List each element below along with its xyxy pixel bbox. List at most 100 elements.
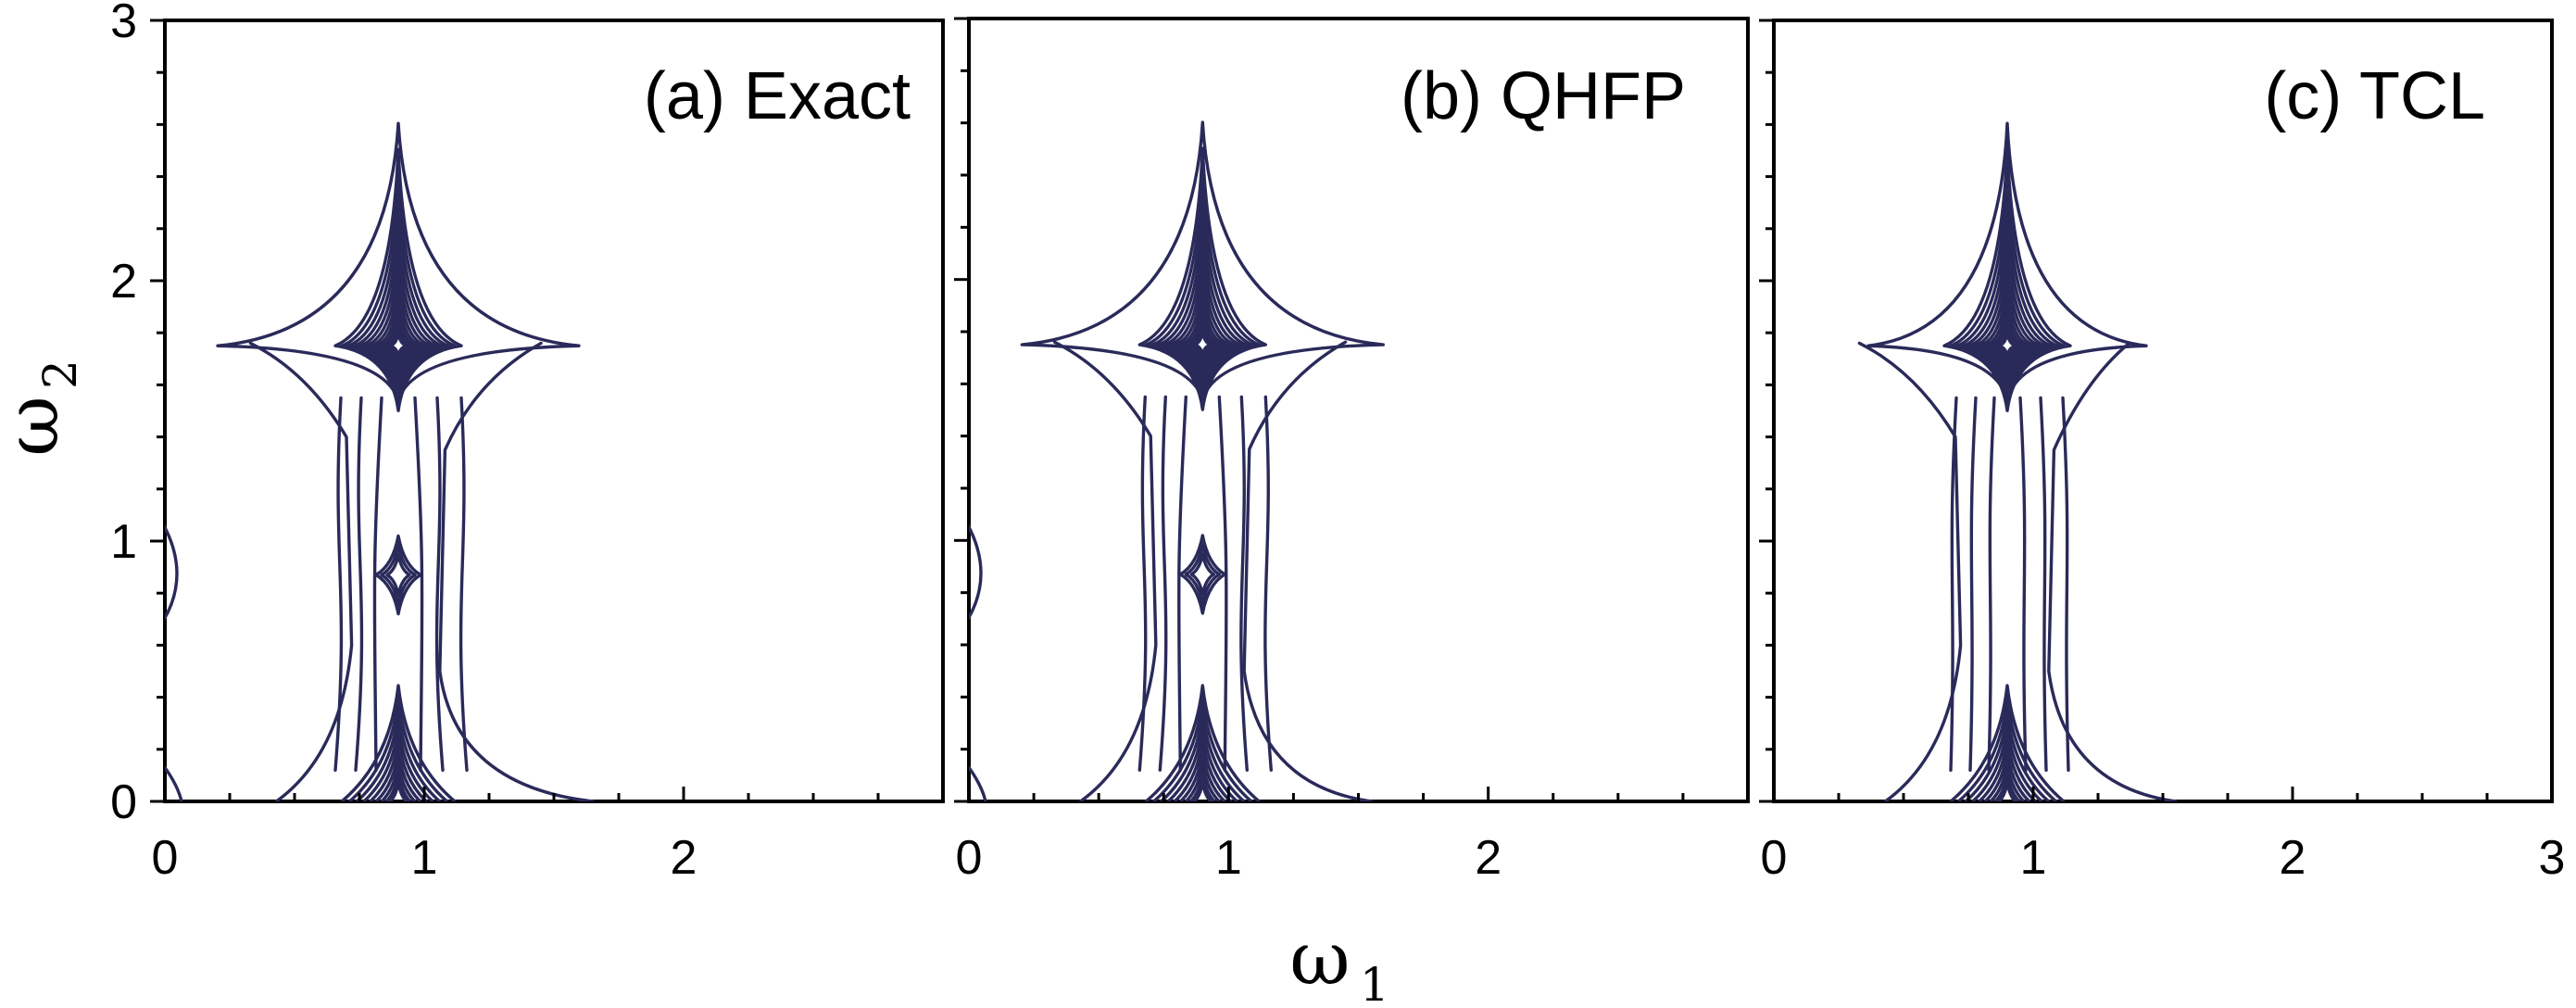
corner-contour [165,765,183,801]
ridge-line [2061,396,2070,772]
contour-lines [1857,121,2178,801]
contour-level [1989,758,2026,801]
x-tick-label: 2 [671,831,697,885]
y-axis-label: ω 2 [0,359,87,456]
outer-envelope-left [1052,340,1158,801]
ridge-line [1968,396,1978,772]
contour-level [1956,697,2058,801]
contour-level [333,147,463,412]
plot-frame [163,19,945,803]
y-tick-label: 0 [110,775,137,829]
contour-level [1996,329,2018,359]
contour-level [1144,170,1261,406]
contour-level [1178,286,1227,374]
contour-level [358,236,438,390]
ridge-line [354,396,364,772]
contour-level [362,723,434,801]
plot-frame [967,17,1750,803]
x-tick-label: 1 [1215,831,1242,885]
x-tick-label: 3 [2539,831,2566,885]
ridge-line [1239,395,1249,772]
corner-contour [969,765,987,801]
contour-level [1166,723,1239,801]
ridge-line [434,396,445,772]
ridge-line [1217,395,1228,772]
contour-level [380,543,417,607]
contour-level [1987,301,2028,371]
ridge-line [413,396,424,772]
outer-envelope-left [1857,341,1963,801]
panel-b: 0 1 2 (b) QHFP [954,17,1750,885]
contour-level [1137,146,1267,411]
ridge-line [1987,396,1996,772]
panel-title: (a) Exact [644,59,911,133]
contour-level [370,271,427,380]
ridge-line [1158,395,1168,772]
contour-lines [969,120,1385,801]
contour-level [1174,271,1232,379]
outer-envelope-right [1242,340,1374,801]
contour-level [1187,311,1219,365]
x-tick-label: 0 [152,831,179,885]
y-axis-label-symbol: ω [0,396,75,456]
contour-level [340,684,457,801]
contour-level [1993,769,2021,801]
contour-level [1183,299,1223,370]
contour-level [364,255,433,384]
y-axis-label-subscript: 2 [33,359,87,389]
contour-level [1979,271,2036,380]
panel-c: 0 1 2 3 (c) TCL [1759,19,2566,885]
contour-level [1973,255,2042,384]
contour-level [378,301,419,371]
contour-level [340,171,457,407]
contour-level [1184,543,1221,606]
contour-level [384,769,412,801]
plot-frame [1772,19,2554,803]
contour-level [1964,710,2051,801]
contour-outer [216,121,581,403]
x-tick-label: 2 [2280,831,2306,885]
contour-level [1168,253,1237,384]
contour-level [1983,287,2031,375]
contour-level [353,216,444,396]
ridge-line [372,396,383,772]
x-axis-label: ω 1 [1289,915,1389,1008]
edge-contour [165,523,179,622]
contour-level [1991,312,2024,366]
ridge-line [1263,395,1273,772]
contour-level [369,735,428,801]
y-tick-label: 1 [110,515,137,569]
contour-level [1994,322,2020,362]
contour-level [1162,234,1242,389]
x-tick-label: 1 [411,831,438,885]
x-tick-label: 0 [956,831,983,885]
contour-level [1189,552,1215,597]
contour-level [1949,171,2066,407]
x-axis-label-subscript: 1 [1360,958,1389,1008]
contour-level [1157,215,1248,395]
contour-level [1971,723,2043,801]
panel-a: 0 1 2 0 1 2 3 (a) Exact [110,0,945,885]
contour-outer [1866,121,2148,403]
contour-level [1978,735,2037,801]
contour-level [387,329,409,359]
contour-level [1159,710,1246,801]
ridge-line [1949,396,1958,772]
contour-level [1997,778,2017,801]
contour-level [1188,769,1216,801]
contour-level [1949,684,2066,801]
contour-level [1967,236,2047,390]
contour-level [1151,697,1253,801]
panels: 0 1 2 0 1 2 3 (a) Exact 0 1 2 (b) QHFP 0 1 2 3 (c) TCL [110,0,2565,885]
outer-envelope-left [248,341,354,801]
contour-level [385,322,411,362]
contour-level [355,710,442,801]
contour-outer [1020,120,1385,402]
contour-level [1144,684,1261,801]
x-axis-label-symbol: ω [1289,915,1350,1002]
contour-lines [165,121,595,801]
contour-level [388,778,408,801]
ridge-line [459,396,469,772]
contour-level [1184,758,1221,801]
